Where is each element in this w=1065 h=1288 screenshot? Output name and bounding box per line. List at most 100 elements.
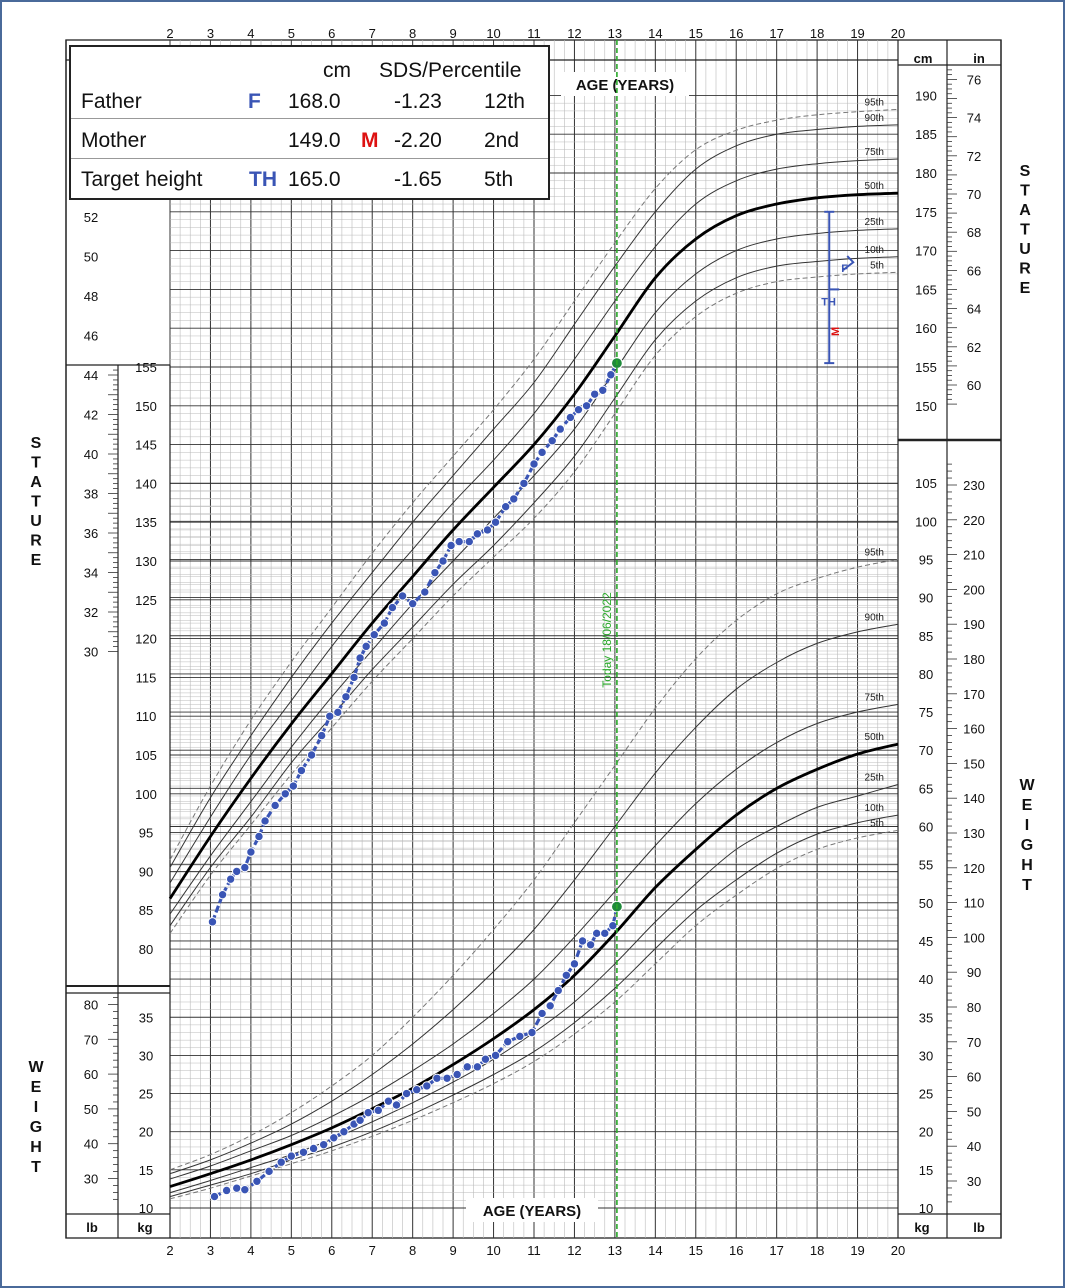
stature-patient-point <box>454 536 464 547</box>
weight-curve-label-5th: 5th <box>870 818 884 829</box>
stature-cm-tick-left: 135 <box>135 515 157 530</box>
stature-patient-point <box>387 602 398 613</box>
stature-curve-50th <box>168 191 899 900</box>
x-tick-label-bottom: 4 <box>247 1243 254 1258</box>
stature-vertical-label-left: R <box>30 533 42 550</box>
stature-vertical-label-right: U <box>1019 241 1031 258</box>
x-tick-label-bottom: 10 <box>486 1243 500 1258</box>
weight-lb-tick-right: 200 <box>963 582 985 597</box>
legend-father-symbol: F <box>248 90 261 113</box>
x-tick-label-top: 6 <box>328 26 335 41</box>
x-tick-label-top: 14 <box>648 26 662 41</box>
x-tick-label-top: 17 <box>769 26 783 41</box>
weight-patient-point <box>240 1184 250 1195</box>
legend-target-cm: 165.0 <box>288 168 341 191</box>
stature-patient-point <box>598 385 608 395</box>
axes-layer: 2233445566778899101011111212131314141515… <box>28 26 1035 1258</box>
x-tick-label-bottom: 20 <box>891 1243 905 1258</box>
x-tick-label-top: 13 <box>608 26 622 41</box>
stature-patient-point <box>472 529 483 539</box>
weight-patient-point <box>480 1054 491 1064</box>
x-tick-label-top: 12 <box>567 26 581 41</box>
kg-unit-label-right: kg <box>914 1220 929 1235</box>
stature-vertical-label-left: E <box>31 552 42 569</box>
weight-curve-95th <box>169 559 899 1171</box>
weight-patient-point <box>608 920 618 931</box>
annotation-layer: Today 18/06/2022 TH F M <box>600 40 855 1238</box>
stature-cm-tick-left: 95 <box>139 826 153 841</box>
weight-patient-point <box>318 1139 329 1150</box>
stature-patient-point <box>316 730 327 741</box>
stature-in-tick-right: 76 <box>967 72 981 87</box>
stature-in-tick-left: 42 <box>84 408 98 423</box>
weight-vertical-label-right: I <box>1025 817 1029 834</box>
stature-in-tick-right: 70 <box>967 187 981 202</box>
weight-patient-point <box>373 1105 383 1116</box>
weight-kg-tick-right: 105 <box>915 476 937 491</box>
stature-patient-point <box>240 862 250 873</box>
weight-patient-point <box>308 1143 319 1154</box>
stature-patient-point <box>280 789 290 799</box>
weight-patient-point <box>276 1157 286 1167</box>
stature-patient-point <box>232 866 242 877</box>
stature-vertical-label-right: T <box>1020 183 1030 200</box>
stature-in-tick-left: 48 <box>84 289 98 304</box>
x-tick-label-bottom: 6 <box>328 1243 335 1258</box>
weight-patient-point <box>472 1062 483 1072</box>
weight-lb-tick-right: 60 <box>967 1070 981 1085</box>
legend-father-pct: 12th <box>484 90 525 113</box>
father-arrow <box>842 255 855 271</box>
weight-curve-50th <box>169 742 899 1188</box>
weight-curve-75th <box>169 703 899 1180</box>
stature-patient-point <box>254 831 264 842</box>
weight-curve-label-50th: 50th <box>865 732 884 743</box>
stature-cm-tick-right: 155 <box>915 360 937 375</box>
stature-patient-point <box>589 389 600 399</box>
x-tick-label-bottom: 16 <box>729 1243 743 1258</box>
lb-unit-label-left: lb <box>86 1220 98 1235</box>
weight-patient-point <box>391 1100 402 1110</box>
x-tick-label-bottom: 12 <box>567 1243 581 1258</box>
legend-header-cm: cm <box>323 59 351 82</box>
weight-kg-tick-left: 15 <box>139 1163 153 1178</box>
x-tick-label-bottom: 3 <box>207 1243 214 1258</box>
legend-target-symbol: TH <box>249 168 277 191</box>
weight-lb-tick-right: 140 <box>963 791 985 806</box>
stature-patient-point <box>349 672 359 683</box>
father-marker: F <box>841 263 848 275</box>
parental-height-legend: cm SDS/Percentile Father F 168.0 -1.23 1… <box>69 45 550 200</box>
stature-curve-label-75th: 75th <box>865 147 884 158</box>
stature-patient-point <box>464 536 474 547</box>
x-tick-label-bottom: 8 <box>409 1243 416 1258</box>
x-tick-label-top: 8 <box>409 26 416 41</box>
x-tick-label-top: 10 <box>486 26 500 41</box>
stature-in-tick-right: 68 <box>967 225 981 240</box>
x-tick-label-top: 3 <box>207 26 214 41</box>
legend-mother-label: Mother <box>81 129 147 152</box>
weight-patient-point <box>339 1127 349 1137</box>
weight-kg-tick-right: 60 <box>919 820 933 835</box>
stature-cm-tick-right: 185 <box>915 127 937 142</box>
weight-kg-tick-right: 90 <box>919 591 933 606</box>
weight-kg-tick-left: 30 <box>139 1048 153 1063</box>
stature-in-tick-left: 36 <box>84 526 98 541</box>
x-tick-label-top: 5 <box>288 26 295 41</box>
stature-patient-point <box>260 816 270 826</box>
weight-kg-tick-right: 10 <box>919 1201 933 1216</box>
stature-cm-tick-left: 90 <box>139 864 153 879</box>
stature-patient-point <box>446 540 456 551</box>
stature-cm-tick-right: 175 <box>915 205 937 220</box>
weight-vertical-label-right: G <box>1021 837 1033 854</box>
stature-vertical-label-right: T <box>1020 222 1030 239</box>
weight-lb-tick-right: 230 <box>963 478 985 493</box>
stature-cm-tick-right: 165 <box>915 282 937 297</box>
stature-curve-label-50th: 50th <box>865 181 884 192</box>
weight-vertical-label-left: W <box>28 1059 44 1076</box>
weight-kg-tick-right: 85 <box>919 629 933 644</box>
weight-lb-tick-right: 110 <box>964 896 985 911</box>
cm-unit-label: cm <box>914 51 933 66</box>
weight-patient-point <box>503 1036 513 1047</box>
weight-kg-tick-right: 45 <box>919 934 933 949</box>
stature-in-tick-left: 50 <box>84 250 98 265</box>
stature-patient-point <box>420 587 430 597</box>
